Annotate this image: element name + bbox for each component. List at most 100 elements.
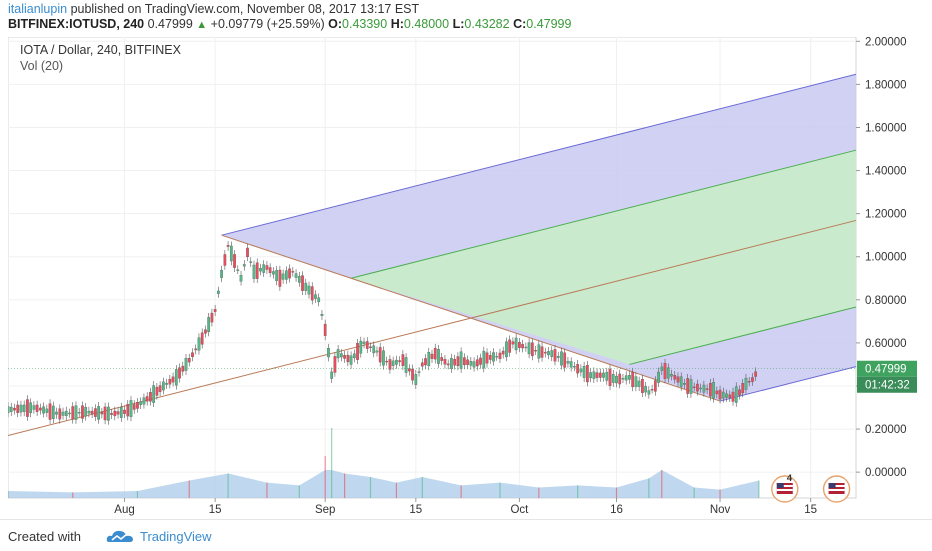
candle-body [275,270,278,281]
candle-body [233,254,236,268]
candle-body [407,368,411,372]
candle-body [518,342,521,348]
candle-body [744,378,748,390]
candle-body [595,372,599,378]
candle-body [369,346,372,348]
candle-body [424,358,427,366]
candle-body [566,361,570,364]
candle-body [514,337,518,351]
price-series-layer [6,241,856,425]
candle-body [136,402,139,409]
candle-body [123,409,126,414]
candle-body [356,343,359,360]
candle-body [262,264,266,273]
candle-body [472,361,476,368]
event-flag-icon[interactable]: 4 [771,473,799,503]
us-flag-body [776,483,793,494]
candle-body [252,264,256,279]
close-label: C: [513,17,527,31]
pitchfork-handle-line [221,234,721,402]
candle-body [375,350,379,353]
candle-body [475,359,479,367]
candle-body [372,345,376,354]
candle-body [278,269,282,287]
candle-body [77,412,81,414]
y-tick-label: 2.00000 [865,37,907,48]
candle-body [197,337,201,351]
x-tick-label: 16 [610,504,623,516]
candle-body [573,366,576,368]
candle-body [598,372,602,378]
candle-body [268,267,272,274]
candle-body [689,379,693,394]
candle-body [213,309,217,312]
candle-body [382,350,385,366]
candle-body [336,349,340,359]
candle-body [456,356,460,367]
volume-layer [7,428,760,498]
candle-body [327,348,330,358]
candle-body [420,362,424,367]
candle-body [653,380,657,392]
candle-body [686,378,690,394]
x-tick-label: Aug [114,504,134,516]
y-axis[interactable]: 2.00000 1.80000 1.60000 1.40000 1.20000 1.000… [856,36,907,479]
candle-body [398,360,401,363]
y-tick-label: 0.00000 [865,467,907,479]
candle-body [352,353,356,359]
candle-body [589,372,592,379]
candle-body [663,363,667,379]
candle-body [628,375,631,380]
candle-body [527,342,531,355]
candle-body [314,294,317,299]
candle-body [39,407,42,411]
candle-body [479,357,482,365]
candle-body [482,350,486,369]
candle-body [343,355,346,359]
candle-body [265,265,269,270]
candle-body [362,341,366,344]
tradingview-link[interactable]: TradingView [140,529,212,544]
candle-body [427,352,431,367]
candle-body [220,269,223,278]
candle-body [547,351,550,356]
event-flag-icon[interactable] [822,475,851,503]
chart-title: IOTA / Dollar, 240, BITFINEX [20,43,182,57]
candle-body [721,391,725,399]
us-flag-stripe [828,489,845,491]
candle-body [149,392,152,402]
candle-body [48,403,52,420]
us-flag-stripe [776,489,793,491]
y-tick-label: 1.00000 [865,252,907,264]
price-chart[interactable]: 2.00000 1.80000 1.60000 1.40000 1.20000 1.000… [6,36,930,519]
candle-body [191,352,194,358]
candle-body [505,341,508,358]
x-axis[interactable]: Aug 15 Sep 15 Oct 16 Nov 15 [114,498,817,516]
candle-body [19,404,23,413]
author-link[interactable]: italianlupin [8,2,68,16]
candle-body [217,290,220,294]
candle-body [751,377,754,382]
volume-ma-area [8,470,759,498]
candle-body [359,340,363,354]
candle-body [320,313,324,316]
event-markers[interactable]: 4 [771,473,851,503]
candle-body [174,369,178,386]
candle-body [579,368,583,373]
candle-body [207,317,211,333]
candle-body [145,396,149,402]
candle-body [540,346,544,358]
us-flag-canton [776,483,784,488]
pitchfork-drawing[interactable] [7,73,857,437]
candle-body [466,359,469,365]
pitchfork-upper-line [221,73,857,236]
candle-body [94,408,97,417]
candle-body [534,349,537,352]
chart-container[interactable]: 2.00000 1.80000 1.60000 1.40000 1.20000 1.000… [6,36,930,519]
candle-body [297,276,301,283]
candle-body [291,271,295,273]
ohlc-bar: BITFINEX:IOTUSD, 240 0.47999 ▲ +0.09779 … [8,17,571,33]
candle-body [657,371,660,383]
candle-body [556,355,560,358]
countdown-tag [857,376,917,393]
